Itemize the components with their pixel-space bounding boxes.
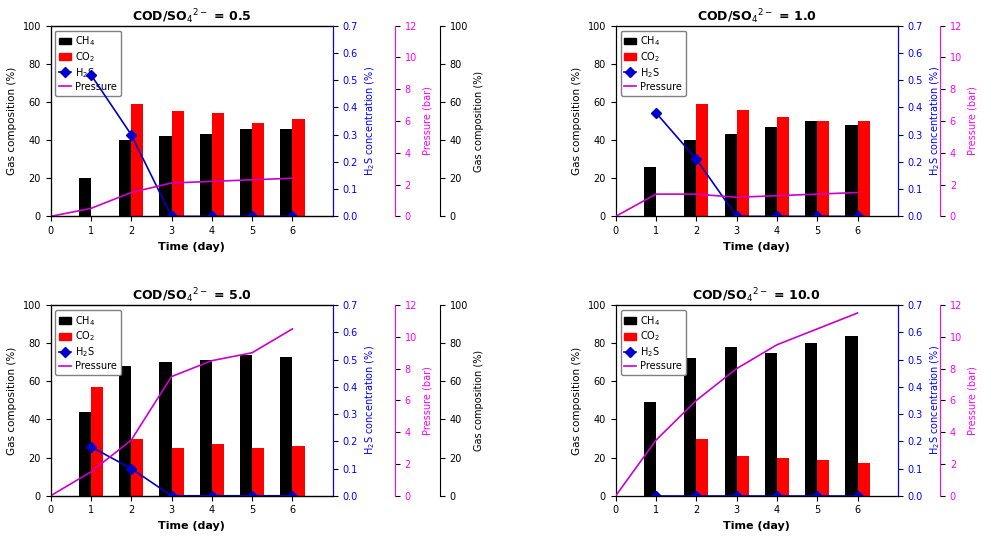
- Bar: [643, 167, 655, 216]
- Title: COD/SO$_4$$^{2-}$ = 0.5: COD/SO$_4$$^{2-}$ = 0.5: [131, 7, 251, 26]
- X-axis label: Time (day): Time (day): [723, 242, 789, 252]
- Y-axis label: H$_2$S concentration (%): H$_2$S concentration (%): [363, 66, 377, 176]
- Bar: [159, 362, 171, 496]
- Y-axis label: Gas composition (%): Gas composition (%): [572, 67, 581, 175]
- Bar: [684, 358, 696, 496]
- Bar: [776, 458, 788, 496]
- Y-axis label: Pressure (bar): Pressure (bar): [967, 87, 977, 155]
- Bar: [857, 463, 869, 496]
- Y-axis label: Gas composition (%): Gas composition (%): [572, 346, 581, 455]
- Y-axis label: Pressure (bar): Pressure (bar): [422, 87, 432, 155]
- Bar: [131, 104, 143, 216]
- Bar: [280, 129, 292, 216]
- Title: COD/SO$_4$$^{2-}$ = 1.0: COD/SO$_4$$^{2-}$ = 1.0: [696, 7, 816, 26]
- Bar: [79, 412, 90, 496]
- Y-axis label: Pressure (bar): Pressure (bar): [422, 366, 432, 435]
- X-axis label: Time (day): Time (day): [158, 521, 225, 531]
- Bar: [724, 347, 736, 496]
- Title: COD/SO$_4$$^{2-}$ = 5.0: COD/SO$_4$$^{2-}$ = 5.0: [131, 286, 251, 305]
- Bar: [643, 402, 655, 496]
- Y-axis label: Gas composition (%): Gas composition (%): [7, 67, 17, 175]
- Legend: CH$_4$, CO$_2$, H$_2$S, Pressure: CH$_4$, CO$_2$, H$_2$S, Pressure: [620, 310, 685, 375]
- Bar: [845, 336, 857, 496]
- Y-axis label: H$_2$S concentration (%): H$_2$S concentration (%): [927, 66, 941, 176]
- Bar: [724, 134, 736, 216]
- Bar: [212, 444, 224, 496]
- Bar: [171, 448, 184, 496]
- Legend: CH$_4$, CO$_2$, H$_2$S, Pressure: CH$_4$, CO$_2$, H$_2$S, Pressure: [620, 31, 685, 96]
- Bar: [200, 360, 212, 496]
- Bar: [696, 438, 708, 496]
- Bar: [816, 121, 828, 216]
- Bar: [684, 140, 696, 216]
- Bar: [119, 366, 131, 496]
- Bar: [212, 114, 224, 216]
- Bar: [764, 353, 776, 496]
- Bar: [776, 117, 788, 216]
- Y-axis label: H$_2$S concentration (%): H$_2$S concentration (%): [363, 345, 377, 455]
- Legend: CH$_4$, CO$_2$, H$_2$S, Pressure: CH$_4$, CO$_2$, H$_2$S, Pressure: [56, 31, 120, 96]
- Bar: [857, 121, 869, 216]
- Bar: [696, 104, 708, 216]
- Bar: [131, 438, 143, 496]
- Bar: [736, 110, 747, 216]
- Bar: [240, 129, 251, 216]
- Legend: CH$_4$, CO$_2$, H$_2$S, Pressure: CH$_4$, CO$_2$, H$_2$S, Pressure: [56, 310, 120, 375]
- Y-axis label: Gas composition (%): Gas composition (%): [473, 350, 483, 451]
- Bar: [292, 119, 304, 216]
- Y-axis label: Gas composition (%): Gas composition (%): [473, 70, 483, 172]
- Bar: [159, 136, 171, 216]
- Bar: [171, 111, 184, 216]
- Bar: [845, 125, 857, 216]
- Bar: [764, 127, 776, 216]
- Bar: [736, 456, 747, 496]
- Bar: [200, 134, 212, 216]
- X-axis label: Time (day): Time (day): [158, 242, 225, 252]
- Title: COD/SO$_4$$^{2-}$ = 10.0: COD/SO$_4$$^{2-}$ = 10.0: [692, 286, 820, 305]
- Bar: [816, 459, 828, 496]
- Bar: [280, 357, 292, 496]
- Y-axis label: H$_2$S concentration (%): H$_2$S concentration (%): [927, 345, 941, 455]
- X-axis label: Time (day): Time (day): [723, 521, 789, 531]
- Bar: [79, 178, 90, 216]
- Y-axis label: Pressure (bar): Pressure (bar): [967, 366, 977, 435]
- Bar: [240, 355, 251, 496]
- Bar: [292, 446, 304, 496]
- Bar: [804, 343, 816, 496]
- Bar: [251, 448, 264, 496]
- Bar: [119, 140, 131, 216]
- Y-axis label: Gas composition (%): Gas composition (%): [7, 346, 17, 455]
- Bar: [251, 123, 264, 216]
- Bar: [804, 121, 816, 216]
- Bar: [90, 387, 103, 496]
